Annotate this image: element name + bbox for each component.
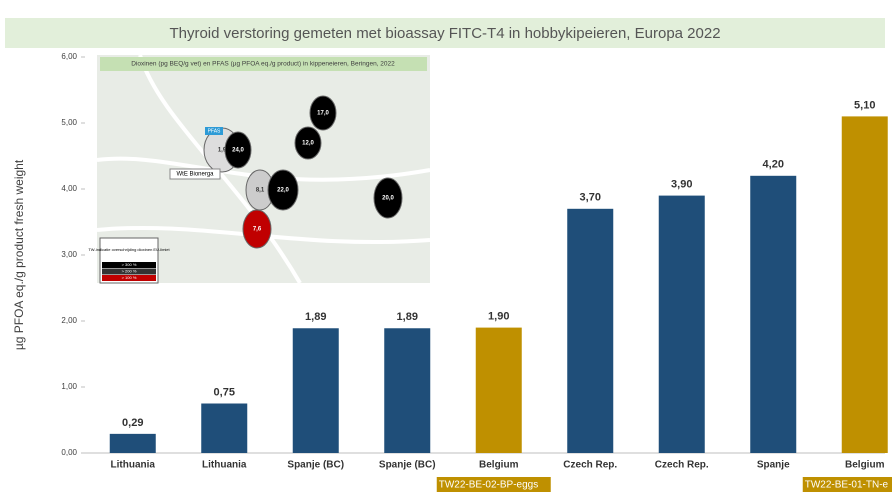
- x-tick-label: Lithuania: [202, 460, 247, 471]
- map-marker-label: 22,0: [277, 188, 289, 194]
- bar: [475, 327, 522, 453]
- annotation: TW22-BE-01-TN-e: [805, 480, 889, 491]
- legend-title: TW-indicatie overschrijding dioxinen EU-…: [88, 247, 170, 252]
- data-label: 5,10: [854, 99, 875, 111]
- x-tick-label: Belgium: [479, 460, 519, 471]
- data-label: 1,89: [397, 311, 418, 323]
- bar: [567, 208, 614, 453]
- x-tick-label: Belgium: [845, 460, 885, 471]
- y-tick-label: 1,00: [61, 382, 77, 391]
- legend-swatch: [102, 262, 156, 268]
- site-label: WtE Bionerga: [176, 172, 214, 178]
- map-marker-label: 20,0: [382, 196, 394, 202]
- x-tick-label: Lithuania: [111, 460, 156, 471]
- x-tick-label: Spanje (BC): [379, 460, 436, 471]
- legend-swatch: [102, 268, 156, 275]
- map-marker: [309, 95, 337, 131]
- bar: [658, 195, 705, 453]
- bar: [109, 433, 156, 453]
- annotation-box: [436, 477, 551, 492]
- bar: [292, 328, 339, 453]
- data-label: 3,70: [580, 192, 601, 204]
- data-label: 1,89: [305, 311, 326, 323]
- y-tick-label: 0,00: [61, 448, 77, 457]
- site-tag: [169, 168, 221, 180]
- pfas-tag: [205, 127, 223, 135]
- legend-item: > 200 %: [122, 269, 137, 274]
- legend-item: > 300 %: [122, 262, 137, 267]
- map-marker-label: 8,1: [256, 188, 265, 194]
- map-marker: [224, 131, 252, 169]
- data-label: 0,29: [122, 417, 143, 429]
- y-tick-label: 5,00: [61, 118, 77, 127]
- y-tick-label: 4,00: [61, 184, 77, 193]
- bar: [201, 403, 248, 453]
- bar: [841, 116, 888, 454]
- map-marker-label: 17,0: [317, 111, 329, 117]
- map-marker-label: 24,0: [232, 148, 244, 154]
- map-inset: Dioxinen (pg BEQ/g vet) en PFAS (µg PFOA…: [88, 54, 431, 285]
- legend-item: > 100 %: [122, 275, 137, 280]
- data-label: 3,90: [671, 179, 692, 191]
- x-tick-label: Spanje (BC): [287, 460, 344, 471]
- map-marker: [373, 177, 403, 219]
- map-title-band: [100, 57, 427, 71]
- x-tick-label: Czech Rep.: [563, 460, 617, 471]
- title-band: [5, 18, 885, 48]
- x-tick-label: Czech Rep.: [655, 460, 709, 471]
- y-tick-label: 2,00: [61, 316, 77, 325]
- y-axis-label: µg PFOA eq./g product fresh weight: [12, 159, 26, 350]
- map-marker: [242, 209, 272, 249]
- pfas-label: PFAS: [208, 128, 221, 134]
- annotation: TW22-BE-02-BP-eggs: [439, 480, 538, 491]
- y-tick-label: 6,00: [61, 52, 77, 61]
- chart-title: Thyroid verstoring gemeten met bioassay …: [169, 25, 720, 42]
- bar: [750, 175, 797, 454]
- map-marker: [294, 126, 322, 160]
- map-marker: [267, 169, 299, 211]
- data-label: 0,75: [214, 386, 235, 398]
- map-marker-label: 12,0: [302, 141, 314, 147]
- x-tick-label: Spanje: [757, 460, 790, 471]
- map-marker-label: 7,6: [253, 227, 262, 233]
- map-marker-label: 1,9: [218, 148, 227, 154]
- bar: [384, 328, 431, 453]
- annotation-box: [802, 477, 892, 492]
- data-label: 4,20: [763, 159, 784, 171]
- legend-swatch: [102, 275, 156, 281]
- y-tick-label: 3,00: [61, 250, 77, 259]
- data-label: 1,90: [488, 311, 509, 323]
- map-title: Dioxinen (pg BEQ/g vet) en PFAS (µg PFOA…: [131, 61, 395, 68]
